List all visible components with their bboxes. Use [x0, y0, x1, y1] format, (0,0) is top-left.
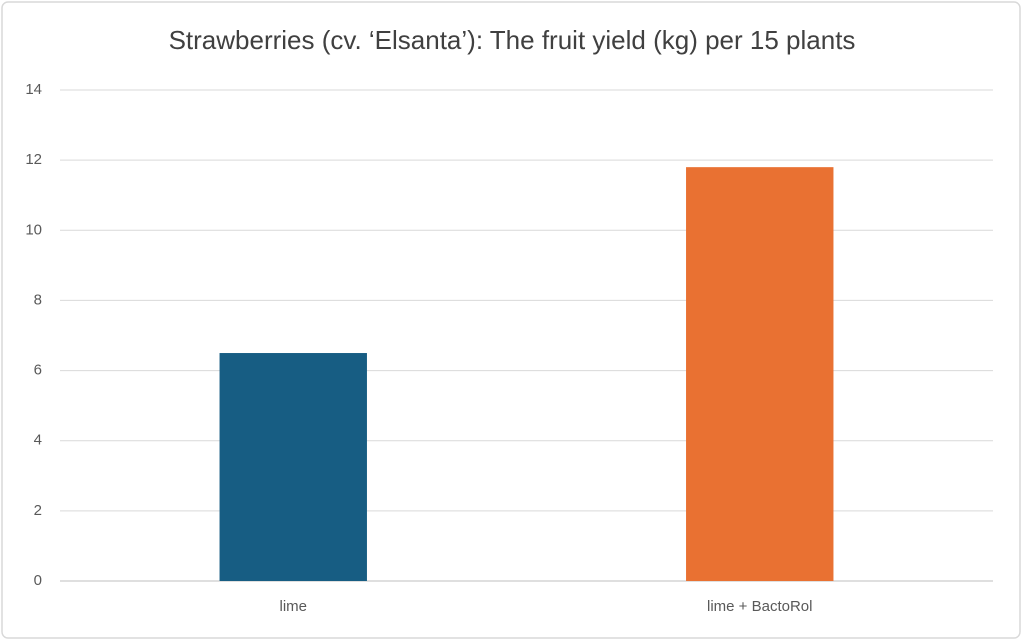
y-tick-label: 6 — [34, 362, 42, 379]
y-tick-label: 2 — [34, 502, 42, 519]
y-tick-label: 0 — [34, 572, 42, 589]
y-tick-label: 14 — [25, 81, 42, 98]
y-tick-label: 4 — [34, 432, 42, 449]
y-tick-label: 12 — [25, 151, 42, 168]
y-tick-label: 10 — [25, 221, 42, 238]
bar — [686, 167, 834, 581]
y-tick-label: 8 — [34, 291, 42, 308]
x-tick-label: lime — [279, 598, 307, 615]
chart-title: Strawberries (cv. ‘Elsanta’): The fruit … — [169, 25, 856, 55]
x-tick-label: lime + BactoRol — [707, 598, 812, 615]
bar — [219, 353, 367, 581]
